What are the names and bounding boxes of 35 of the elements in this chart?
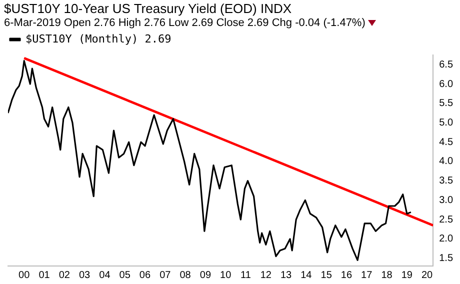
x-tick-label: 15 xyxy=(320,270,332,281)
x-tick-label: 10 xyxy=(220,270,232,281)
x-tick-label: 02 xyxy=(58,270,70,281)
y-tick-label: 6.0 xyxy=(439,78,454,90)
y-tick-label: 6.5 xyxy=(439,59,454,70)
x-tick-label: 00 xyxy=(18,270,30,281)
y-tick-label: 3.5 xyxy=(439,176,454,187)
x-tick-label: 01 xyxy=(38,270,50,281)
chart-title: $UST10Y 10-Year US Treasury Yield (EOD) INDX xyxy=(3,0,293,16)
y-tick-label: 4.0 xyxy=(439,156,454,168)
x-tick-label: 11 xyxy=(240,270,252,281)
x-tick-label: 08 xyxy=(180,270,192,281)
x-tick-label: 18 xyxy=(381,270,393,281)
y-tick-label: 1.5 xyxy=(439,253,454,264)
y-tick-label: 4.5 xyxy=(439,136,454,148)
y-tick-label: 2.0 xyxy=(439,234,454,245)
y-tick-label: 2.5 xyxy=(439,214,454,226)
x-tick-label: 03 xyxy=(78,270,91,281)
legend-label: $UST10Y (Monthly) 2.69 xyxy=(26,32,172,46)
x-tick-label: 16 xyxy=(340,270,352,281)
x-tick-label: 20 xyxy=(421,270,434,281)
x-tick-label: 06 xyxy=(139,270,151,281)
chart-subtitle: 6-Mar-2019 Open 2.76 High 2.76 Low 2.69 Close 2.69 Chg -0.04 (-1.47%) xyxy=(4,17,366,29)
y-tick-label: 3.0 xyxy=(439,194,454,206)
x-tick-label: 12 xyxy=(260,270,272,281)
x-tick-label: 14 xyxy=(300,270,312,281)
y-tick-label: 5.0 xyxy=(439,118,454,128)
x-tick-label: 19 xyxy=(401,270,413,281)
x-tick-label: 09 xyxy=(200,270,212,281)
x-tick-label: 17 xyxy=(361,270,373,281)
x-tick-label: 07 xyxy=(160,270,172,281)
y-tick-label: 5.5 xyxy=(439,98,454,110)
x-tick-label: 05 xyxy=(119,270,131,281)
x-tick-label: 04 xyxy=(99,270,111,281)
x-tick-label: 13 xyxy=(280,270,292,281)
